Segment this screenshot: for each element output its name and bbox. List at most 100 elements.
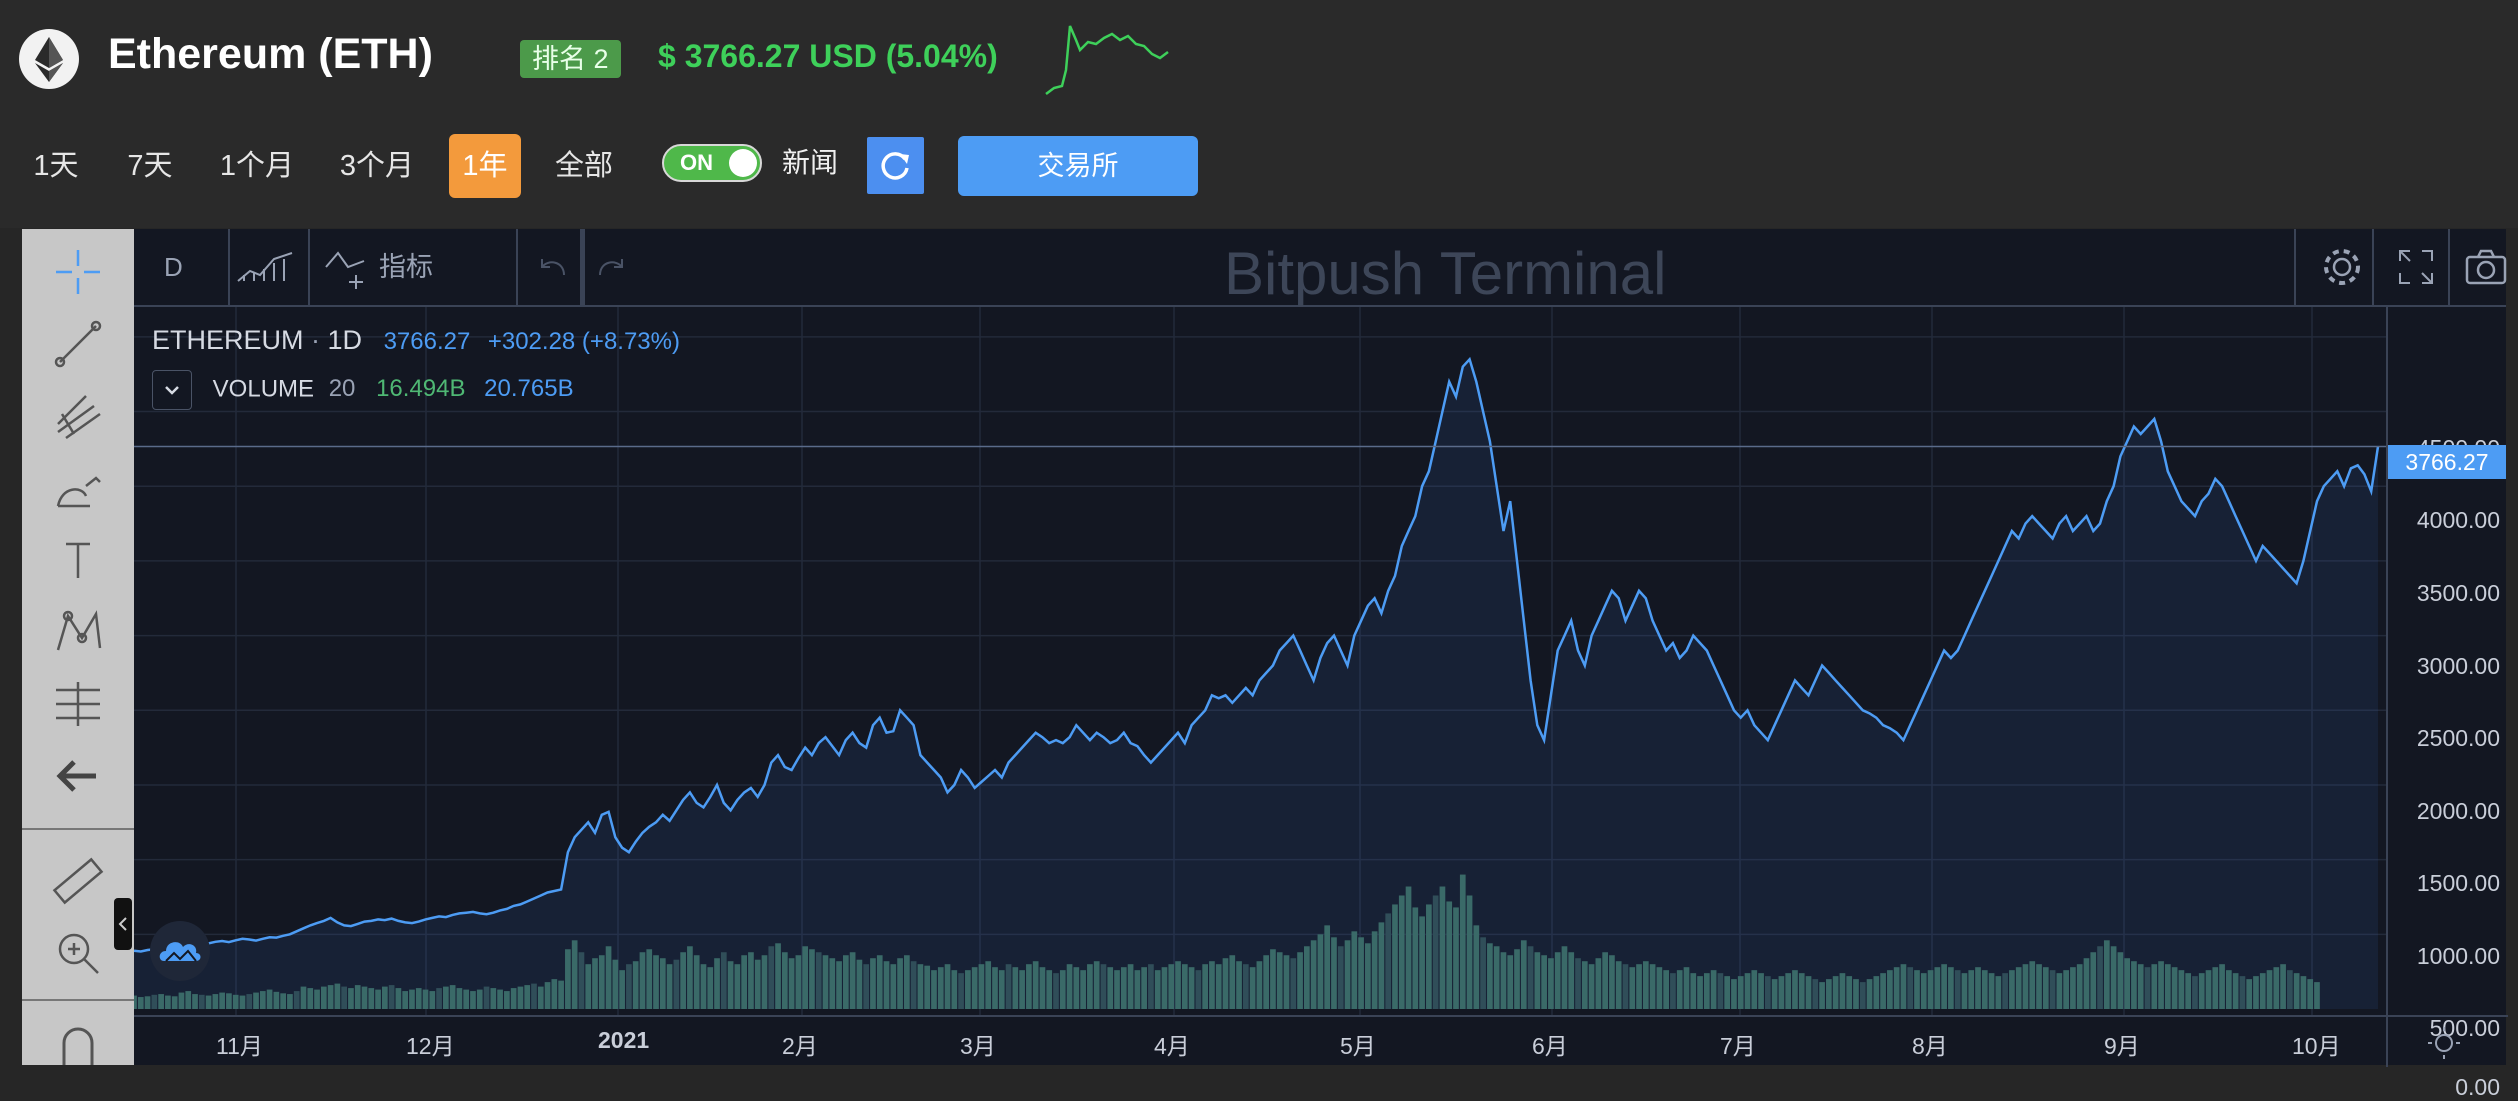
volume-bar (802, 946, 809, 1009)
volume-bar (429, 991, 436, 1009)
fullscreen-icon[interactable] (2396, 247, 2436, 287)
volume-bar (2103, 940, 2110, 1009)
crosshair-tool-icon[interactable] (46, 240, 110, 304)
volume-bar (1337, 946, 1344, 1009)
volume-bar (1961, 973, 1968, 1009)
price-tick: 0.00 (2455, 1074, 2500, 1100)
toolbar-divider (22, 828, 134, 830)
volume-bar (219, 992, 225, 1009)
volume-bar (1141, 967, 1147, 1009)
volume-bar (1046, 970, 1053, 1009)
volume-bar (2259, 973, 2266, 1009)
volume-bar (463, 989, 470, 1009)
volume-bar (781, 952, 788, 1009)
volume-bar (1392, 904, 1398, 1009)
indicators-button[interactable]: 指标 (379, 252, 433, 282)
volume-bar (1954, 970, 1961, 1009)
redo-icon[interactable] (590, 251, 630, 283)
undo-icon[interactable] (534, 251, 574, 283)
volume-bar (456, 988, 463, 1009)
refresh-button[interactable] (867, 137, 924, 194)
trend-line-tool-icon[interactable] (46, 312, 110, 376)
range-1y-button[interactable]: 1年 (449, 134, 521, 198)
volume-bar (992, 967, 998, 1009)
volume-bar (524, 985, 531, 1009)
range-3m-button[interactable]: 3个月 (339, 150, 415, 182)
volume-bar (1514, 949, 1520, 1009)
legend-collapse-button[interactable] (152, 370, 192, 410)
volume-bar (1059, 970, 1066, 1009)
volume-bar (1819, 982, 1825, 1009)
volume-bar (1873, 976, 1880, 1009)
camera-icon[interactable] (2464, 245, 2508, 289)
settings-gear-icon[interactable] (2320, 245, 2364, 289)
pattern-tool-icon[interactable] (46, 600, 110, 664)
volume-bar (185, 991, 192, 1009)
volume-bar (687, 946, 693, 1009)
exchange-button[interactable]: 交易所 (958, 136, 1198, 196)
volume-bar (727, 961, 734, 1009)
volume-bar (917, 964, 924, 1009)
text-tool-icon[interactable] (46, 528, 110, 592)
volume-bar (497, 989, 503, 1009)
volume-bar (1215, 964, 1222, 1009)
zoom-in-icon[interactable] (46, 921, 110, 985)
volume-bar (1066, 964, 1073, 1009)
volume-bar (937, 967, 944, 1009)
indicators-icon[interactable] (324, 247, 374, 291)
range-all-button[interactable]: 全部 (554, 150, 613, 182)
volume-bar (965, 970, 971, 1009)
volume-bar (1303, 946, 1310, 1009)
volume-bar (1242, 964, 1249, 1009)
volume-bar (1859, 982, 1866, 1009)
price-axis[interactable]: 4500.00 4000.00 3500.00 3000.00 2500.00 … (2386, 307, 2508, 1100)
price-chart[interactable] (134, 307, 2386, 1015)
interval-button[interactable]: D (164, 252, 183, 282)
volume-bar (402, 991, 409, 1009)
volume-bar (1941, 964, 1947, 1009)
volume-value-1: 16.494B (376, 375, 466, 403)
volume-bar (1554, 952, 1561, 1009)
axis-settings[interactable] (2386, 1015, 2508, 1067)
volume-bar (1114, 970, 1120, 1009)
volume-bar (436, 988, 442, 1009)
volume-bar (1622, 964, 1629, 1009)
volume-bar (1175, 961, 1181, 1009)
range-1m-button[interactable]: 1个月 (219, 150, 295, 182)
back-arrow-icon[interactable] (46, 744, 110, 808)
news-toggle[interactable]: ON (662, 144, 762, 182)
volume-bar (1168, 964, 1175, 1009)
toolbar-separator (228, 229, 230, 305)
time-axis[interactable]: 11月 12月 2021 2月 3月 4月 5月 6月 7月 8月 9月 10月 (134, 1015, 2386, 1067)
volume-bar (1683, 967, 1690, 1009)
magnet-icon[interactable] (46, 1013, 110, 1077)
volume-bar (144, 996, 151, 1009)
brush-tool-icon[interactable] (46, 456, 110, 520)
time-tick: 9月 (2104, 1033, 2140, 1059)
measure-tool-icon[interactable] (46, 672, 110, 736)
volume-bar (1222, 958, 1229, 1009)
volume-bar (1920, 973, 1927, 1009)
volume-bar (761, 955, 768, 1009)
toolbar-collapse-handle[interactable] (114, 898, 132, 950)
volume-bar (842, 955, 849, 1009)
volume-bar (653, 955, 659, 1009)
time-tick: 2021 (598, 1027, 650, 1053)
volume-bar (829, 958, 836, 1009)
volume-bar (443, 986, 449, 1009)
chart-style-icon[interactable] (234, 247, 298, 287)
volume-bar (1161, 967, 1168, 1009)
volume-bar (1771, 979, 1778, 1009)
range-7d-button[interactable]: 7天 (127, 150, 173, 182)
cloud-button[interactable] (150, 921, 210, 981)
range-1d-button[interactable]: 1天 (33, 150, 79, 182)
volume-bar (639, 952, 646, 1009)
ruler-icon[interactable] (46, 849, 110, 913)
fib-tool-icon[interactable] (46, 384, 110, 448)
volume-bar (2246, 979, 2253, 1009)
volume-bar (2205, 970, 2212, 1009)
volume-bar (1127, 964, 1134, 1009)
volume-bar (2137, 964, 2144, 1009)
toolbar-divider (22, 999, 134, 1001)
volume-bar (904, 955, 910, 1009)
